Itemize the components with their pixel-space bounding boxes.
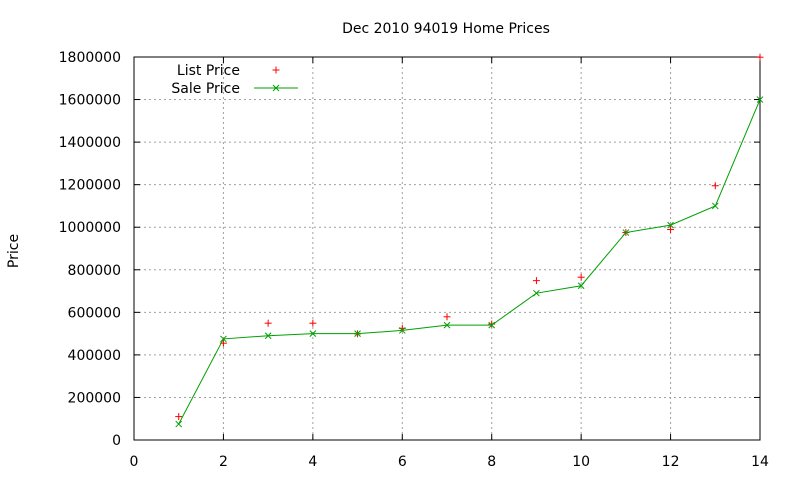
y-tick-label: 200000 — [68, 390, 121, 406]
y-tick-label: 800000 — [68, 263, 121, 279]
marker-cross-b — [756, 96, 764, 103]
legend-sample-marker — [272, 66, 280, 74]
sale-price-point — [309, 330, 317, 337]
sale-price-point — [533, 289, 540, 297]
sale-price-point — [711, 202, 719, 210]
sale-price-point — [622, 229, 630, 236]
plot-area — [175, 53, 764, 428]
x-tick-label: 6 — [398, 454, 407, 470]
marker-cross-b — [354, 330, 361, 337]
marker-cross-b — [667, 221, 674, 229]
marker-cross-b — [533, 289, 540, 297]
y-tick-label: 1000000 — [59, 220, 121, 236]
list-price-point — [175, 413, 183, 421]
list-price-point — [667, 226, 675, 234]
legend: List Price Sale Price — [171, 63, 298, 97]
legend-sample-marker — [272, 84, 280, 92]
sale-price-point — [443, 321, 451, 329]
sale-price-point — [667, 221, 674, 229]
marker-cross-b — [711, 202, 719, 210]
list-price-point — [532, 277, 540, 285]
marker-cross-b — [264, 332, 272, 340]
sale-price-point — [354, 330, 361, 337]
legend-label: List Price — [177, 63, 240, 79]
list-price-point — [309, 319, 317, 327]
y-tick-label: 1800000 — [59, 50, 121, 66]
marker-cross-b — [272, 84, 280, 92]
sale-price-point — [756, 96, 764, 103]
chart-title: Dec 2010 94019 Home Prices — [342, 21, 550, 37]
list-price-point — [488, 320, 496, 328]
list-price-point — [443, 313, 451, 321]
marker-cross-b — [577, 282, 585, 290]
x-tick-label: 14 — [751, 454, 769, 470]
marker-cross-b — [175, 420, 183, 428]
plot-frame — [133, 56, 761, 441]
y-axis-label: Price — [6, 234, 22, 268]
sale-price-series — [175, 96, 764, 428]
marker-cross-b — [622, 229, 630, 236]
list-price-point — [577, 273, 585, 281]
sale-price-point — [264, 332, 272, 340]
sale-price-point — [175, 420, 183, 428]
y-tick-label: 400000 — [68, 348, 121, 364]
x-tick-label: 0 — [130, 454, 139, 470]
sale-price-point — [220, 335, 227, 343]
marker-cross-b — [398, 327, 406, 334]
sale-price-point — [398, 327, 406, 334]
legend-label: Sale Price — [171, 81, 240, 97]
y-tick-label: 1600000 — [59, 93, 121, 109]
y-tick-label: 1400000 — [59, 135, 121, 151]
y-tick-label: 600000 — [68, 305, 121, 321]
sale-price-point — [577, 282, 585, 290]
list-price-point — [711, 182, 719, 190]
y-tick-label: 1200000 — [59, 178, 121, 194]
grid — [134, 57, 760, 440]
marker-cross-b — [488, 321, 496, 329]
marker-cross-b — [220, 335, 227, 343]
list-price-point — [264, 319, 272, 327]
sale-price-line — [178, 99, 761, 425]
x-tick-label: 8 — [487, 454, 496, 470]
marker-cross-b — [309, 330, 317, 337]
x-tick-label: 4 — [308, 454, 317, 470]
list-price-point — [756, 53, 764, 61]
axes: 0 2 4 6 8 10 12 14 0 200000 400000 600000 800000 1000… — [59, 50, 769, 470]
x-tick-label: 10 — [572, 454, 590, 470]
y-tick-label: 0 — [112, 433, 121, 449]
x-tick-label: 12 — [662, 454, 680, 470]
list-price-series — [175, 53, 764, 421]
marker-cross-b — [443, 321, 451, 329]
sale-price-point — [488, 321, 496, 329]
x-tick-label: 2 — [219, 454, 228, 470]
